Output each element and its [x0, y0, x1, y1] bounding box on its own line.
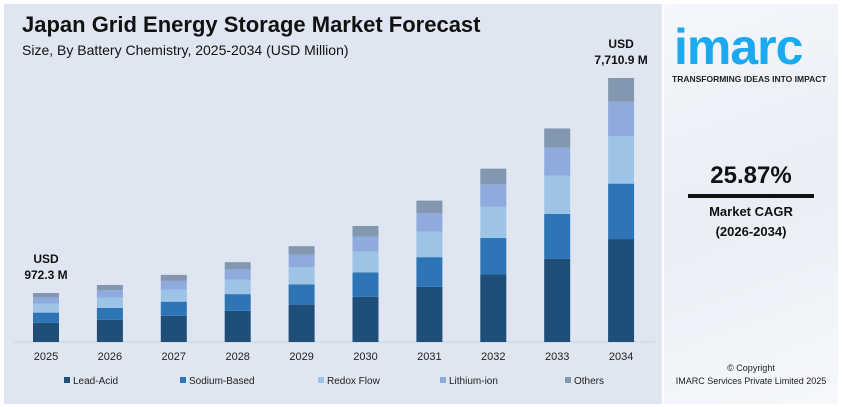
bar-segment-others-2028	[224, 262, 251, 270]
x-tick-label-2030: 2030	[353, 351, 377, 363]
bar-segment-lead-acid-2025	[33, 322, 59, 342]
bar-segment-lithium-ion-2029	[288, 254, 315, 268]
cagr-value: 25.87%	[710, 162, 792, 189]
bar-segment-redox-flow-2034	[608, 136, 635, 184]
x-tick-label-2028: 2028	[225, 351, 249, 363]
x-tick-label-2027: 2027	[162, 351, 186, 363]
data-label-2025: USD	[33, 252, 59, 266]
x-tick-label-2034: 2034	[609, 351, 633, 363]
bar-segment-sodium-based-2027	[160, 301, 187, 316]
bar-segment-redox-flow-2028	[224, 279, 251, 295]
bar-segment-sodium-based-2025	[33, 312, 59, 323]
data-label-2025: 972.3 M	[24, 268, 67, 282]
chart-title: Japan Grid Energy Storage Market Forecas…	[22, 12, 481, 37]
stacked-bar-chart: 2025 2026 2027 2028 2029 2030 2031 2032 2033 2034…	[14, 37, 655, 387]
bar-segment-sodium-based-2029	[288, 284, 315, 305]
company-name: IMARC Services Private Limited 2025	[675, 376, 827, 386]
bar-segment-sodium-based-2033	[544, 213, 571, 259]
cagr-label: Market CAGR	[709, 204, 793, 219]
bar-segment-lead-acid-2027	[160, 315, 187, 342]
bar-segment-lead-acid-2028	[224, 310, 251, 342]
bar-segment-sodium-based-2034	[608, 183, 635, 240]
bar-segment-others-2030	[352, 225, 379, 237]
bar-segment-sodium-based-2026	[96, 307, 123, 320]
bar-segment-lithium-ion-2030	[352, 236, 379, 252]
bar-segment-redox-flow-2033	[544, 175, 571, 214]
legend-swatch-3	[440, 377, 446, 383]
bar-segment-others-2026	[96, 284, 123, 291]
x-tick-label-2029: 2029	[289, 351, 313, 363]
bar-segment-redox-flow-2032	[480, 206, 507, 239]
bar-segment-lead-acid-2031	[416, 286, 443, 342]
bar-segment-lead-acid-2032	[480, 274, 507, 342]
bar-segment-redox-flow-2025	[33, 303, 59, 313]
x-tick-label-2032: 2032	[481, 351, 505, 363]
bar-segment-lead-acid-2026	[96, 319, 123, 342]
legend-swatch-0	[64, 377, 70, 383]
x-tick-label-2025: 2025	[34, 351, 58, 363]
data-label-2034: USD	[608, 37, 634, 51]
cagr-period: (2026-2034)	[715, 224, 787, 239]
bar-segment-redox-flow-2031	[416, 231, 443, 258]
x-tick-label-2033: 2033	[545, 351, 569, 363]
bar-segment-lithium-ion-2034	[608, 101, 635, 137]
tagline: TRANSFORMING IDEAS INTO IMPACT	[672, 74, 827, 84]
legend-label-4: Others	[574, 376, 604, 387]
legend-swatch-4	[565, 377, 571, 383]
bar-segment-lead-acid-2034	[608, 239, 635, 342]
bar-segment-lithium-ion-2033	[544, 147, 571, 176]
bar-segment-redox-flow-2029	[288, 267, 315, 285]
legend-label-0: Lead-Acid	[73, 376, 118, 387]
bar-segment-others-2034	[608, 77, 635, 102]
copyright: © Copyright	[727, 363, 775, 373]
bar-segment-sodium-based-2028	[224, 294, 251, 311]
bar-segment-sodium-based-2030	[352, 272, 379, 297]
legend-swatch-2	[318, 377, 324, 383]
bar-segment-others-2033	[544, 128, 571, 148]
bar-segment-lithium-ion-2028	[224, 269, 251, 280]
bar-segment-redox-flow-2030	[352, 251, 379, 273]
bar-segment-sodium-based-2032	[480, 238, 507, 275]
bar-segment-lithium-ion-2031	[416, 213, 443, 232]
bar-segment-others-2029	[288, 246, 315, 255]
bar-segment-redox-flow-2027	[160, 289, 187, 302]
chart-subtitle: Size, By Battery Chemistry, 2025-2034 (U…	[22, 42, 349, 58]
bar-segment-lithium-ion-2026	[96, 290, 123, 298]
legend-label-2: Redox Flow	[327, 376, 381, 387]
bar-segment-sodium-based-2031	[416, 257, 443, 287]
bar-segment-lead-acid-2033	[544, 258, 571, 342]
bar-segment-others-2031	[416, 200, 443, 214]
sidebar: imarc TRANSFORMING IDEAS INTO IMPACT 25.…	[664, 4, 838, 404]
data-label-2034: 7,710.9 M	[594, 53, 647, 67]
bar-segment-others-2032	[480, 168, 507, 185]
legend-label-3: Lithium-ion	[449, 376, 498, 387]
x-tick-label-2031: 2031	[417, 351, 441, 363]
bar-segment-redox-flow-2026	[96, 297, 123, 308]
imarc-logo: imarc	[674, 19, 803, 75]
bar-segment-others-2027	[160, 274, 187, 281]
bar-segment-lithium-ion-2027	[160, 280, 187, 290]
bar-segment-lithium-ion-2032	[480, 184, 507, 207]
legend-label-1: Sodium-Based	[189, 376, 255, 387]
bar-segment-lead-acid-2030	[352, 296, 379, 342]
bar-segment-lithium-ion-2025	[33, 297, 59, 304]
bar-segment-lead-acid-2029	[288, 304, 315, 342]
x-tick-label-2026: 2026	[98, 351, 122, 363]
bar-segment-others-2025	[33, 293, 59, 298]
divider	[688, 194, 814, 198]
legend-swatch-1	[180, 377, 186, 383]
